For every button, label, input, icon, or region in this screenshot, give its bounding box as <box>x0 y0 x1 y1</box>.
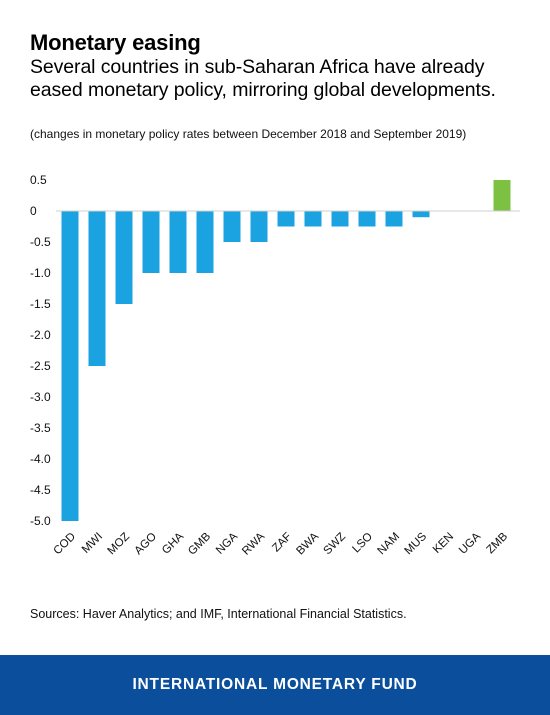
x-tick-label: MUS <box>403 530 430 557</box>
x-tick-label: BWA <box>294 530 321 557</box>
chart-subtitle: Several countries in sub-Saharan Africa … <box>30 56 496 101</box>
bar-lso <box>358 211 376 227</box>
x-tick-label: RWA <box>240 530 267 557</box>
source-note: Sources: Haver Analytics; and IMF, Inter… <box>30 607 407 621</box>
bar-moz <box>115 211 133 304</box>
x-tick-label: GMB <box>186 530 213 557</box>
x-tick-label: LSO <box>350 531 375 556</box>
x-tick-label: MWI <box>80 531 105 556</box>
x-tick-label: KEN <box>431 531 456 556</box>
chart-note: (changes in monetary policy rates betwee… <box>30 127 467 141</box>
footer-banner: INTERNATIONAL MONETARY FUND <box>0 655 550 715</box>
x-tick-label: GHA <box>160 530 186 556</box>
y-tick-label: 0.5 <box>30 173 47 187</box>
y-tick-label: -4.0 <box>30 452 51 466</box>
bar-mus <box>412 211 430 218</box>
x-tick-label: ZAF <box>270 531 294 555</box>
bar-gmb <box>196 211 214 273</box>
bar-mwi <box>88 211 106 366</box>
y-tick-label: -4.5 <box>30 483 51 497</box>
x-tick-label: UGA <box>457 530 483 556</box>
bar-gha <box>169 211 187 273</box>
y-tick-label: -2.0 <box>30 328 51 342</box>
bar-bwa <box>304 211 322 227</box>
bar-nga <box>223 211 241 242</box>
bar-nam <box>385 211 403 227</box>
y-tick-label: -1.5 <box>30 297 51 311</box>
bar-zmb <box>493 180 511 211</box>
bar-cod <box>61 211 79 521</box>
x-tick-label: NGA <box>214 530 240 556</box>
x-tick-label: AGO <box>133 531 160 558</box>
x-tick-label: MOZ <box>106 531 133 558</box>
y-tick-label: -2.5 <box>30 359 51 373</box>
bar-swz <box>331 211 349 227</box>
y-tick-label: -5.0 <box>30 514 51 528</box>
bar-chart: 0.5 0 -0.5 -1.0 -1.5 -2.0 -2.5 -3.0 -3.5 -4.0 -4.5… <box>30 173 520 558</box>
x-tick-label: ZMB <box>484 530 510 556</box>
bar-rwa <box>250 211 268 242</box>
y-tick-label: -1.0 <box>30 266 51 280</box>
bar-zaf <box>277 211 295 227</box>
y-tick-label: -3.0 <box>30 390 51 404</box>
x-tick-label: COD <box>52 531 79 558</box>
x-tick-label: SWZ <box>322 531 349 558</box>
footer-label: INTERNATIONAL MONETARY FUND <box>132 676 418 693</box>
y-tick-label: 0 <box>30 204 37 218</box>
chart-title: Monetary easing <box>30 30 201 55</box>
bar-ago <box>142 211 160 273</box>
x-tick-label: NAM <box>376 531 403 558</box>
y-tick-label: -0.5 <box>30 235 51 249</box>
y-tick-label: -3.5 <box>30 421 51 435</box>
